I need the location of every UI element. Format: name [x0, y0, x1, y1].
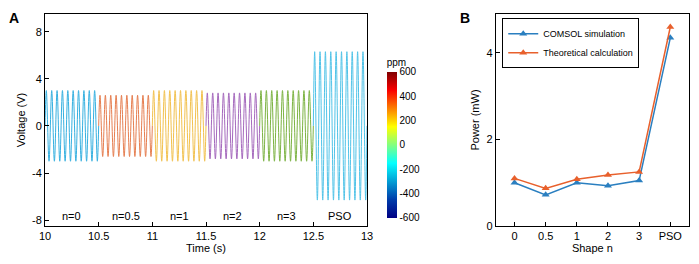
svg-text:4: 4	[36, 73, 42, 85]
svg-text:8: 8	[36, 26, 42, 38]
svg-text:2: 2	[605, 230, 611, 242]
svg-text:200: 200	[400, 115, 417, 126]
svg-text:COMSOL simulation: COMSOL simulation	[543, 29, 625, 39]
svg-text:ppm: ppm	[387, 57, 406, 68]
svg-text:n=2: n=2	[223, 210, 242, 222]
svg-text:Time (s): Time (s)	[186, 242, 226, 254]
svg-text:B: B	[460, 10, 470, 26]
svg-text:PSO: PSO	[328, 210, 352, 222]
svg-text:0: 0	[486, 220, 492, 232]
svg-text:PSO: PSO	[659, 230, 683, 242]
svg-text:13: 13	[361, 230, 373, 242]
svg-text:n=0: n=0	[62, 210, 81, 222]
svg-text:n=3: n=3	[277, 210, 296, 222]
svg-text:0: 0	[511, 230, 517, 242]
svg-text:-400: -400	[400, 188, 420, 199]
svg-text:A: A	[9, 10, 19, 26]
svg-text:Theoretical calculation: Theoretical calculation	[543, 48, 633, 58]
svg-text:1: 1	[574, 230, 580, 242]
svg-text:3: 3	[636, 230, 642, 242]
svg-text:600: 600	[400, 66, 417, 77]
svg-text:0: 0	[36, 120, 42, 132]
svg-text:Voltage (V): Voltage (V)	[15, 93, 27, 147]
svg-text:11: 11	[147, 230, 158, 242]
svg-text:11.5: 11.5	[196, 230, 217, 242]
svg-text:n=1: n=1	[170, 210, 189, 222]
svg-text:0: 0	[400, 139, 406, 150]
svg-text:10: 10	[39, 230, 51, 242]
svg-text:10.5: 10.5	[88, 230, 109, 242]
svg-text:-600: -600	[400, 212, 420, 223]
svg-text:Shape n: Shape n	[572, 242, 613, 254]
svg-text:-4: -4	[32, 167, 42, 179]
svg-text:-8: -8	[32, 214, 42, 226]
svg-text:400: 400	[400, 91, 417, 102]
svg-text:12.5: 12.5	[303, 230, 324, 242]
svg-text:12: 12	[254, 230, 266, 242]
svg-text:-200: -200	[400, 164, 420, 175]
svg-text:Power (mW): Power (mW)	[469, 89, 481, 150]
svg-text:2: 2	[486, 133, 492, 145]
svg-text:4: 4	[486, 47, 492, 59]
svg-text:0.5: 0.5	[538, 230, 553, 242]
svg-text:n=0.5: n=0.5	[112, 210, 140, 222]
